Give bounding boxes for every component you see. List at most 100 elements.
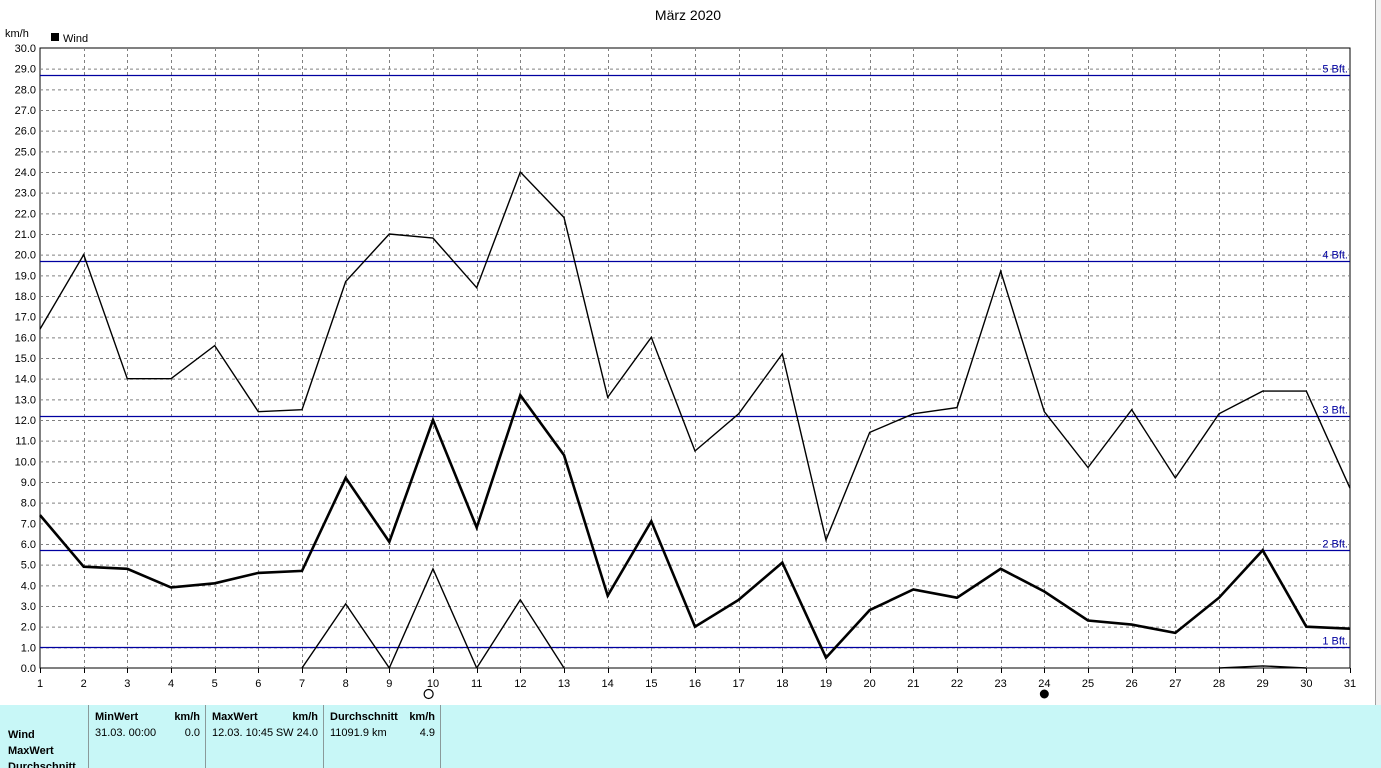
x-tick-label: 14 (602, 678, 614, 690)
row-label-wind: Wind (8, 729, 35, 741)
avg-unit: km/h (409, 711, 435, 723)
y-tick-label: 4.0 (21, 580, 36, 592)
x-tick-label: 12 (514, 678, 526, 690)
x-tick-label: 24 (1038, 678, 1050, 690)
legend-label: Wind (63, 33, 88, 45)
min-datetime: 31.03. 00:00 (95, 727, 157, 739)
x-tick-label: 3 (124, 678, 130, 690)
max-column: MaxWert km/h 12.03. 10:45 SW 24.0 (205, 705, 324, 768)
y-tick-label: 21.0 (15, 229, 36, 241)
y-tick-label: 13.0 (15, 394, 36, 406)
row-label-avg: Durchschnitt (8, 761, 76, 768)
beaufort-label: 3 Bft. (1322, 405, 1348, 417)
x-tick-label: 9 (386, 678, 392, 690)
beaufort-label: 5 Bft. (1322, 64, 1348, 76)
y-tick-label: 27.0 (15, 105, 36, 117)
y-tick-label: 17.0 (15, 312, 36, 324)
y-tick-label: 7.0 (21, 518, 36, 530)
series-avg-line (39, 392, 1351, 661)
y-tick-label: 1.0 (21, 642, 36, 654)
min-column: MinWert km/h 31.03. 00:00 0.0 (88, 705, 206, 768)
x-tick-label: 15 (645, 678, 657, 690)
avg-header: Durchschnitt (330, 711, 398, 723)
x-tick-label: 17 (733, 678, 745, 690)
y-tick-label: 22.0 (15, 208, 36, 220)
x-tick-label: 10 (427, 678, 439, 690)
window-edge (1375, 0, 1381, 705)
x-tick-label: 21 (907, 678, 919, 690)
stats-panel: Wind MaxWert Durchschnitt MinWert km/h 3… (0, 705, 1381, 768)
y-tick-label: 23.0 (15, 188, 36, 200)
y-tick-label: 25.0 (15, 146, 36, 158)
row-label-max: MaxWert (8, 745, 54, 757)
max-value: SW 24.0 (275, 727, 318, 739)
y-tick-label: 18.0 (15, 291, 36, 303)
series-max-line (39, 170, 1351, 543)
beaufort-label: 1 Bft. (1322, 636, 1348, 648)
max-header: MaxWert (212, 711, 258, 723)
x-tick-label: 27 (1169, 678, 1181, 690)
beaufort-label: 4 Bft. (1322, 250, 1348, 262)
y-tick-label: 10.0 (15, 456, 36, 468)
min-unit: km/h (174, 711, 200, 723)
x-tick-label: 7 (299, 678, 305, 690)
legend-swatch (51, 33, 59, 41)
x-tick-label: 28 (1213, 678, 1225, 690)
series-min-line (388, 567, 478, 669)
x-tick-label: 16 (689, 678, 701, 690)
x-tick-label: 4 (168, 678, 174, 690)
stats-row-labels: Wind MaxWert Durchschnitt (8, 727, 76, 768)
x-tick-label: 31 (1344, 678, 1356, 690)
y-tick-label: 30.0 (15, 43, 36, 55)
y-tick-label: 28.0 (15, 84, 36, 96)
full-moon-icon (423, 688, 434, 700)
y-tick-label: 16.0 (15, 332, 36, 344)
chart-title: März 2020 (655, 7, 721, 23)
x-tick-label: 5 (212, 678, 218, 690)
y-tick-label: 8.0 (21, 498, 36, 510)
x-tick-labels: 1 2 3 4 5 6 7 8 9 10 11 12 13 14 15 16 17 18 19 20 21 22 23 24 2… (37, 668, 1356, 690)
x-tick-label: 11 (471, 678, 482, 690)
y-tick-label: 24.0 (15, 167, 36, 179)
min-value: 0.0 (184, 727, 200, 739)
y-tick-label: 14.0 (15, 374, 36, 386)
new-moon-icon (1039, 689, 1049, 699)
x-tick-label: 19 (820, 678, 832, 690)
beaufort-label: 2 Bft. (1322, 539, 1348, 551)
y-tick-label: 9.0 (21, 477, 36, 489)
x-tick-label: 26 (1126, 678, 1138, 690)
series-lines (39, 170, 1351, 669)
min-header: MinWert (95, 711, 139, 723)
avg-column: Durchschnitt km/h 11091.9 km 4.9 (323, 705, 441, 768)
x-tick-label: 25 (1082, 678, 1094, 690)
y-tick-labels: 0.0 1.0 2.0 3.0 4.0 5.0 6.0 7.0 8.0 9.0 10.0 11.0 12… (15, 43, 36, 675)
x-tick-label: 13 (558, 678, 570, 690)
y-tick-label: 29.0 (15, 64, 36, 76)
x-tick-label: 2 (81, 678, 87, 690)
y-tick-label: 6.0 (21, 539, 36, 551)
series-min-line (476, 598, 565, 669)
x-tick-label: 20 (864, 678, 876, 690)
max-unit: km/h (292, 711, 318, 723)
wind-chart: März 2020 km/h Wind 1 Bft. 2 Bft. 3 Bft. 4 … (5, 7, 1356, 700)
x-tick-label: 23 (995, 678, 1007, 690)
x-tick-label: 30 (1300, 678, 1312, 690)
series-min-line (1218, 665, 1307, 669)
y-tick-label: 19.0 (15, 270, 36, 282)
max-datetime: 12.03. 10:45 (212, 727, 274, 739)
y-tick-label: 5.0 (21, 560, 36, 572)
y-tick-label: 11.0 (15, 436, 36, 448)
x-tick-label: 29 (1257, 678, 1269, 690)
x-tick-label: 1 (37, 678, 43, 690)
y-tick-label: 26.0 (15, 126, 36, 138)
stats-end-divider (440, 705, 441, 768)
avg-distance: 11091.9 km (330, 727, 387, 739)
avg-value: 4.9 (419, 727, 435, 739)
series-min-line (301, 602, 390, 669)
x-tick-label: 8 (343, 678, 349, 690)
moon-markers (423, 688, 1049, 700)
grid (39, 47, 1351, 669)
y-axis-unit: km/h (5, 28, 29, 40)
y-tick-label: 20.0 (15, 250, 36, 262)
y-tick-label: 0.0 (21, 663, 36, 675)
